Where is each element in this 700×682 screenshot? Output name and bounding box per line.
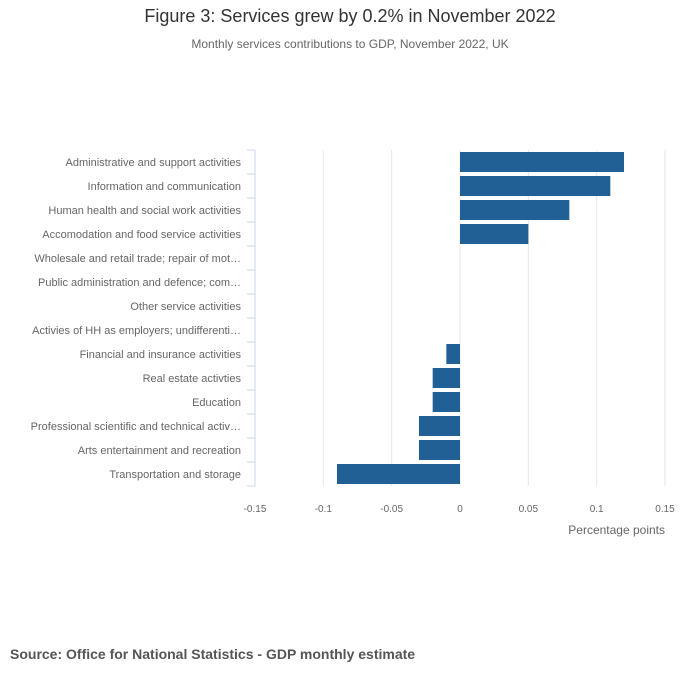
- category-label: Real estate activties: [143, 373, 242, 385]
- category-label: Public administration and defence; com…: [38, 277, 241, 289]
- x-tick-label: 0.05: [519, 504, 539, 515]
- x-tick-label: -0.15: [244, 504, 267, 515]
- category-label: Wholesale and retail trade; repair of mo…: [34, 253, 241, 265]
- chart-title: Figure 3: Services grew by 0.2% in Novem…: [144, 6, 556, 26]
- category-label: Information and communication: [88, 181, 241, 193]
- x-tick-label: 0.15: [655, 504, 675, 515]
- category-label: Human health and social work activities: [48, 205, 241, 217]
- category-label: Activies of HH as employers; undifferent…: [32, 325, 241, 337]
- category-label: Other service activities: [130, 301, 241, 313]
- bar: [337, 464, 460, 484]
- x-tick-label: 0.1: [590, 504, 604, 515]
- category-label: Education: [192, 397, 241, 409]
- category-label: Financial and insurance activities: [80, 349, 242, 361]
- bar: [460, 152, 624, 172]
- bar: [460, 224, 529, 244]
- bar: [419, 416, 460, 436]
- bar: [460, 176, 611, 196]
- bar: [460, 200, 570, 220]
- bar: [432, 392, 460, 412]
- chart-subtitle: Monthly services contributions to GDP, N…: [191, 37, 509, 51]
- bar-chart: Administrative and support activities Inf…: [31, 149, 675, 537]
- category-label: Professional scientific and technical ac…: [31, 421, 241, 433]
- category-label: Administrative and support activities: [66, 157, 242, 169]
- x-tick-label: 0: [457, 504, 463, 515]
- x-axis-title: Percentage points: [568, 523, 665, 537]
- category-label: Arts entertainment and recreation: [78, 445, 241, 457]
- source-note: Source: Office for National Statistics -…: [10, 646, 416, 662]
- bar: [446, 344, 460, 364]
- category-label: Accomodation and food service activities: [42, 229, 241, 241]
- bar: [419, 440, 460, 460]
- x-tick-label: -0.05: [380, 504, 403, 515]
- category-label: Transportation and storage: [109, 469, 241, 481]
- bar: [432, 368, 460, 388]
- x-tick-label: -0.1: [315, 504, 333, 515]
